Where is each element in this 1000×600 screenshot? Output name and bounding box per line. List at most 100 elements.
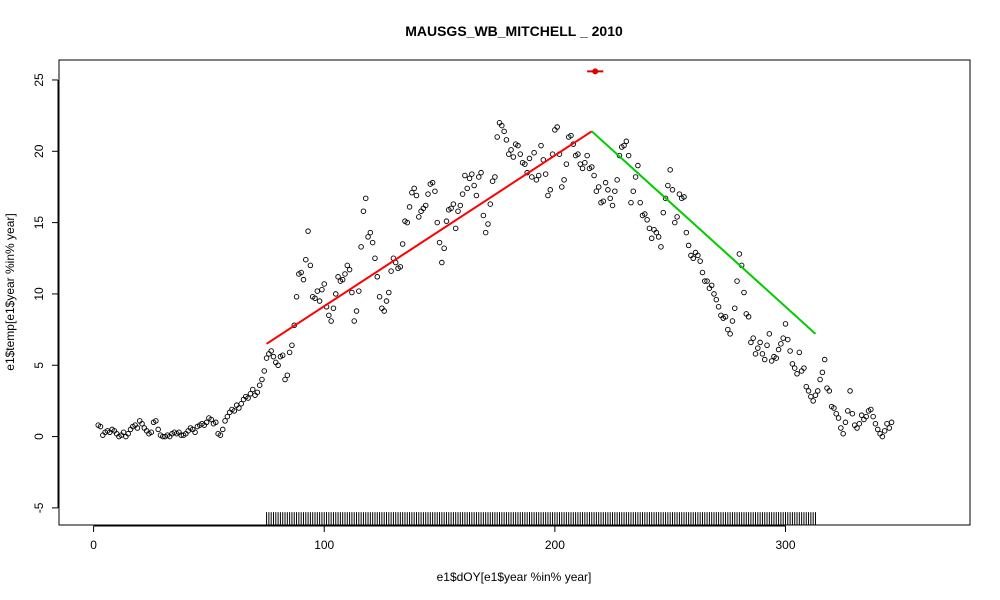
data-point [831, 405, 837, 411]
data-point [796, 349, 803, 356]
y-tick-label: 20 [32, 144, 46, 158]
chart-title: MAUSGS_WB_MITCHELL _ 2010 [405, 23, 623, 39]
fit-lines [266, 130, 817, 345]
data-point [683, 229, 690, 236]
data-point [517, 151, 524, 157]
y-tick-label: -5 [32, 502, 46, 513]
data-point [542, 171, 549, 177]
data-point [614, 177, 620, 183]
data-point [863, 413, 869, 420]
data-point [452, 225, 459, 232]
data-point [411, 185, 417, 192]
data-point [238, 401, 244, 407]
data-point [376, 294, 383, 300]
data-point [473, 192, 480, 199]
data-point [732, 305, 738, 311]
data-point [840, 430, 846, 437]
data-point [741, 289, 747, 296]
y-axis: -5 0 5 10 15 20 25 [32, 73, 59, 513]
data-point [289, 342, 295, 349]
data-point [575, 151, 581, 157]
data-point [722, 313, 729, 320]
data-point [480, 212, 487, 219]
data-point [492, 174, 498, 180]
y-tick-label: 15 [32, 216, 46, 230]
x-tick-label: 300 [775, 538, 795, 552]
data-point [826, 388, 833, 394]
data-point [759, 351, 766, 357]
scatter-points [95, 120, 895, 440]
data-point [794, 371, 800, 377]
data-point [319, 286, 325, 293]
data-point [386, 289, 392, 296]
data-point [729, 318, 736, 324]
data-point [494, 134, 500, 140]
data-point [621, 142, 627, 149]
data-point [734, 278, 740, 284]
data-point [817, 376, 823, 383]
rug-marks [266, 512, 816, 525]
data-point [254, 389, 261, 396]
data-point [413, 192, 420, 199]
data-point [748, 339, 754, 346]
data-point [397, 264, 404, 270]
data-point [815, 388, 821, 394]
data-point [367, 229, 374, 236]
data-point [881, 428, 888, 434]
data-point [589, 164, 595, 170]
data-point [422, 202, 429, 209]
data-point [667, 167, 673, 173]
data-point [764, 342, 770, 349]
data-point [515, 142, 521, 149]
data-point [443, 218, 450, 224]
data-point [330, 305, 337, 311]
data-point [489, 178, 496, 184]
data-point [602, 179, 609, 186]
data-point [381, 308, 387, 314]
data-point [476, 174, 482, 180]
data-point [321, 281, 327, 287]
data-point [192, 429, 198, 436]
data-point [356, 288, 362, 294]
data-point [778, 341, 784, 347]
data-point [383, 298, 390, 304]
data-point [270, 353, 277, 360]
data-point [499, 122, 505, 129]
data-point [448, 205, 454, 212]
data-point [674, 214, 680, 220]
data-point [554, 124, 560, 130]
data-point [259, 376, 265, 383]
data-point [595, 184, 602, 190]
data-point [404, 219, 411, 226]
data-point [849, 410, 856, 417]
data-point [801, 365, 807, 371]
data-point [725, 326, 731, 333]
y-tick-label: 10 [32, 287, 46, 301]
data-point [812, 392, 819, 398]
data-point [819, 369, 826, 376]
data-point [312, 295, 318, 301]
data-point [406, 204, 413, 210]
data-point [559, 184, 565, 190]
data-point [607, 195, 613, 202]
data-point [282, 376, 288, 383]
data-point [868, 406, 874, 413]
data-point [782, 321, 789, 327]
data-point [872, 420, 879, 427]
y-axis-label: e1$temp[e1$year %in% year] [3, 213, 17, 370]
data-point [697, 258, 703, 264]
data-point [803, 383, 810, 390]
data-point [222, 418, 228, 424]
data-point [353, 308, 360, 314]
data-point [231, 408, 238, 414]
data-point [644, 217, 650, 223]
data-point [538, 142, 544, 149]
data-point [388, 268, 394, 274]
data-point [660, 209, 667, 216]
data-point [245, 395, 251, 401]
data-point [535, 172, 542, 179]
data-point [531, 149, 537, 156]
x-axis: 0 100 200 300 [90, 525, 796, 552]
